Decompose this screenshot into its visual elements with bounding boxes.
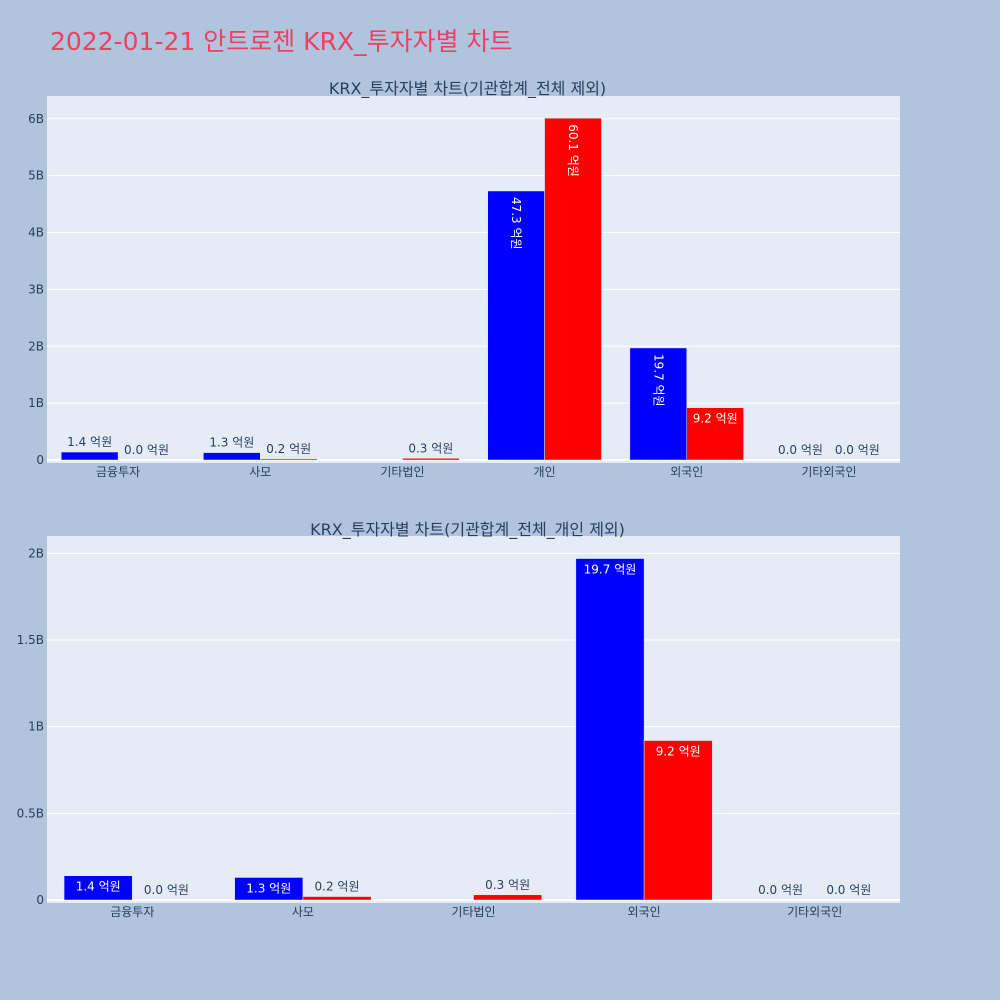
chart1-x-tick-label: 사모	[249, 465, 271, 479]
chart1-x-tick-label: 기타외국인	[801, 465, 856, 479]
chart2-data-label: 0.3 억원	[485, 878, 530, 892]
chart1-bar	[544, 117, 602, 461]
chart1-data-label: 0.0 억원	[835, 443, 880, 457]
chart2-y-tick-label: 0	[36, 893, 44, 907]
chart1-x-tick-label: 금융투자	[96, 465, 140, 479]
chart1-data-label: 9.2 억원	[693, 412, 738, 426]
chart2-x-tick-label: 외국인	[628, 905, 661, 919]
chart1-x-tick-label: 외국인	[670, 465, 703, 479]
chart1-bar	[686, 407, 744, 461]
chart2-x-tick-label: 기타법인	[451, 905, 495, 919]
chart1-bar	[60, 451, 119, 461]
chart1-y-tick-label: 2B	[28, 339, 44, 353]
chart1-bar	[402, 458, 460, 461]
chart2-data-label: 0.0 억원	[144, 883, 189, 897]
chart2-bar	[234, 877, 304, 901]
page-title: 2022-01-21 안트로젠 KRX_투자자별 차트	[50, 27, 513, 56]
chart1-plot-area	[47, 96, 900, 463]
chart1-x-tick-label: 기타법인	[380, 465, 424, 479]
chart1-title: KRX_투자자별 차트(기관합계_전체 제외)	[329, 79, 606, 99]
chart2-data-label: 0.2 억원	[315, 880, 360, 894]
chart1-y-tick-label: 1B	[28, 396, 44, 410]
chart2-plot-area	[47, 536, 900, 903]
chart1-y-tick-label: 4B	[28, 226, 44, 240]
chart2-y-tick-label: 1.5B	[17, 633, 44, 647]
chart2-data-label: 0.0 억원	[826, 883, 871, 897]
chart2-y-tick-label: 2B	[28, 546, 44, 560]
chart2-x-tick-label: 기타외국인	[787, 905, 842, 919]
chart2-y-tick-label: 1B	[28, 720, 44, 734]
chart1-data-label: 60.1 억원	[566, 124, 580, 177]
chart-all-investors: 0 1B 2B 3B 4B 5B 6B KRX_투자자별 차트(기관합계_전체 제외) 금융투자…	[28, 79, 900, 479]
chart2-bar	[473, 894, 542, 901]
chart1-data-label: 47.3 억원	[509, 197, 523, 250]
chart2-x-tick-label: 사모	[292, 905, 314, 919]
chart1-y-tick-label: 0	[36, 453, 44, 467]
chart2-data-label: 0.0 억원	[758, 883, 803, 897]
chart1-data-label: 1.3 억원	[209, 436, 254, 450]
chart1-data-label: 1.4 억원	[67, 435, 112, 449]
chart1-bar	[487, 190, 545, 461]
chart2-bar	[302, 896, 372, 901]
chart2-data-label: 19.7 억원	[584, 563, 637, 577]
chart1-data-label: 0.0 억원	[124, 443, 169, 457]
chart1-bar	[629, 347, 688, 461]
chart1-x-tick-label: 개인	[534, 465, 556, 479]
chart2-x-tick-label: 금융투자	[110, 905, 154, 919]
chart1-data-label: 0.0 억원	[778, 443, 823, 457]
chart2-bar	[643, 740, 713, 901]
chart1-data-label: 0.2 억원	[266, 442, 311, 456]
chart2-bar	[63, 875, 133, 901]
chart2-data-label: 9.2 억원	[656, 745, 701, 759]
chart1-y-tick-label: 6B	[28, 112, 44, 126]
chart2-y-tick-label: 0.5B	[17, 806, 44, 820]
chart2-data-label: 1.4 억원	[76, 880, 121, 894]
chart1-y-tick-label: 5B	[28, 169, 44, 183]
chart1-bar	[260, 458, 318, 461]
chart1-data-label: 19.7 억원	[651, 354, 665, 407]
chart2-title: KRX_투자자별 차트(기관합계_전체_개인 제외)	[310, 520, 625, 540]
chart1-y-tick-label: 3B	[28, 282, 44, 296]
chart1-data-label: 0.3 억원	[408, 441, 453, 455]
chart2-data-label: 1.3 억원	[246, 881, 291, 895]
chart1-bar	[203, 452, 261, 461]
chart2-bar	[575, 558, 645, 901]
